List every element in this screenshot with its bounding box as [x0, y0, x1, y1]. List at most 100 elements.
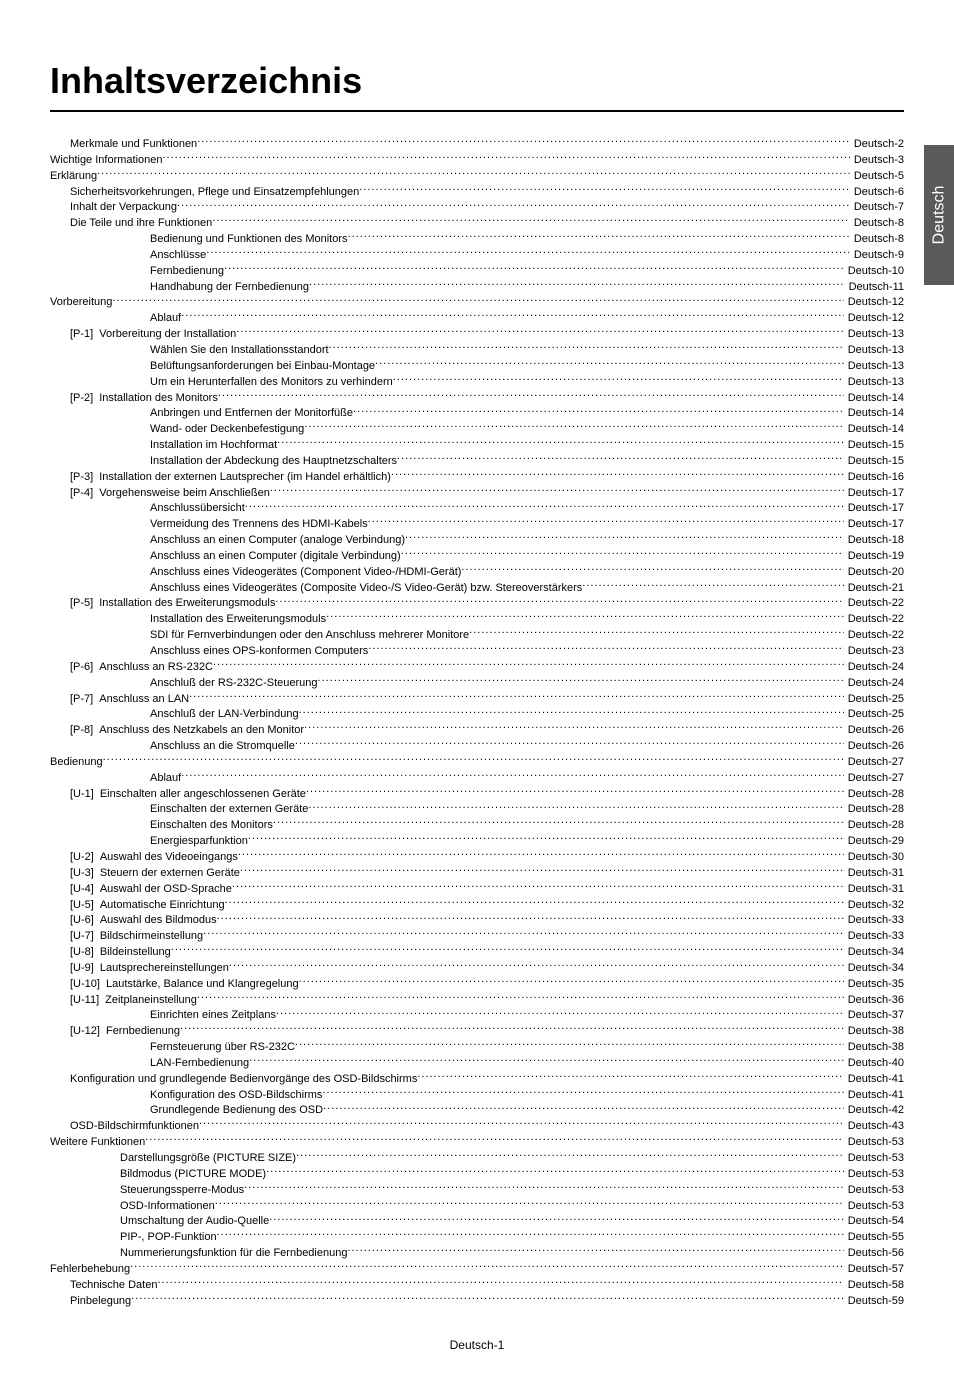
toc-label: Anbringen und Entfernen der Monitorfüße	[150, 406, 353, 421]
toc-leader	[97, 168, 850, 179]
toc-page: Deutsch-24	[844, 660, 904, 675]
toc-tag: [U-11]	[70, 993, 105, 1008]
toc-label: PIP-, POP-Funktion	[120, 1230, 217, 1245]
toc-page: Deutsch-41	[844, 1088, 904, 1103]
toc-entry: SDI für Fernverbindungen oder den Anschl…	[50, 627, 904, 643]
toc-leader	[295, 738, 844, 749]
toc-leader	[245, 500, 844, 511]
toc-label: Anschlüsse	[150, 248, 206, 263]
toc-label: Energiesparfunktion	[150, 834, 248, 849]
toc-tag: [U-4]	[70, 882, 100, 897]
toc-leader	[318, 675, 844, 686]
toc-entry: Anschluß der RS-232C-Steuerung Deutsch-2…	[50, 675, 904, 691]
toc-entry: Wichtige Informationen Deutsch-3	[50, 152, 904, 168]
toc-entry: [U-1]Einschalten aller angeschlossenen G…	[50, 786, 904, 802]
toc-label: Einrichten eines Zeitplans	[150, 1008, 276, 1023]
language-side-tab-label: Deutsch	[930, 186, 948, 245]
toc-leader	[189, 691, 844, 702]
toc-page: Deutsch-41	[844, 1072, 904, 1087]
toc-label: Anschluss an die Stromquelle	[150, 739, 295, 754]
toc-page: Deutsch-58	[844, 1278, 904, 1293]
toc-label: Bildschirmeinstellung	[100, 929, 203, 944]
toc-page: Deutsch-57	[844, 1262, 904, 1277]
toc-tag: [P-6]	[70, 660, 99, 675]
toc-page: Deutsch-53	[844, 1167, 904, 1182]
toc-tag: [U-8]	[70, 945, 100, 960]
toc-leader	[368, 643, 843, 654]
toc-entry: [U-3]Steuern der externen Geräte Deutsch…	[50, 865, 904, 881]
toc-entry: OSD-Informationen Deutsch-53	[50, 1198, 904, 1214]
toc-leader	[218, 390, 844, 401]
toc-leader	[275, 595, 843, 606]
toc-leader	[391, 469, 844, 480]
toc-label: Automatische Einrichtung	[100, 898, 225, 913]
toc-page: Deutsch-31	[844, 882, 904, 897]
toc-entry: Um ein Herunterfallen des Monitors zu ve…	[50, 374, 904, 390]
toc-entry: Anschlüsse Deutsch-9	[50, 247, 904, 263]
toc-leader	[322, 1087, 843, 1098]
toc-leader	[217, 1229, 844, 1240]
toc-entry: Inhalt der Verpackung Deutsch-7	[50, 199, 904, 215]
toc-entry: PIP-, POP-Funktion Deutsch-55	[50, 1229, 904, 1245]
toc-entry: Weitere Funktionen Deutsch-53	[50, 1134, 904, 1150]
toc-leader	[224, 263, 844, 274]
toc-label: LAN-Fernbedienung	[150, 1056, 249, 1071]
toc-page: Deutsch-17	[844, 501, 904, 516]
toc-entry: [U-5]Automatische Einrichtung Deutsch-32	[50, 897, 904, 913]
toc-label: Sicherheitsvorkehrungen, Pflege und Eins…	[70, 185, 359, 200]
toc-entry: Installation im Hochformat Deutsch-15	[50, 437, 904, 453]
toc-entry: [P-3]Installation der externen Lautsprec…	[50, 469, 904, 485]
toc-label: Steuerungssperre-Modus	[120, 1183, 244, 1198]
toc-page: Deutsch-12	[844, 295, 904, 310]
toc-leader	[304, 722, 844, 733]
toc-entry: Fernsteuerung über RS-232C Deutsch-38	[50, 1039, 904, 1055]
toc-label: Bildeinstellung	[100, 945, 171, 960]
toc-entry: Ablauf Deutsch-27	[50, 770, 904, 786]
toc-label: Anschluss an RS-232C	[99, 660, 213, 675]
toc-page: Deutsch-53	[844, 1183, 904, 1198]
table-of-contents: Merkmale und Funktionen Deutsch-2Wichtig…	[50, 136, 904, 1308]
toc-leader	[582, 580, 843, 591]
toc-entry: Anbringen und Entfernen der Monitorfüße …	[50, 405, 904, 421]
toc-entry: Anschluss eines OPS-konformen Computers …	[50, 643, 904, 659]
toc-entry: Fehlerbehebung Deutsch-57	[50, 1261, 904, 1277]
toc-entry: [P-6]Anschluss an RS-232C Deutsch-24	[50, 659, 904, 675]
toc-label: Installation des Erweiterungsmoduls	[150, 612, 326, 627]
toc-label: Lautstärke, Balance und Klangregelung	[106, 977, 299, 992]
toc-page: Deutsch-30	[844, 850, 904, 865]
toc-leader	[469, 627, 844, 638]
toc-label: Anschluß der RS-232C-Steuerung	[150, 676, 318, 691]
toc-leader	[304, 421, 843, 432]
toc-page: Deutsch-55	[844, 1230, 904, 1245]
toc-leader	[181, 310, 844, 321]
toc-label: Einschalten des Monitors	[150, 818, 273, 833]
toc-page: Deutsch-3	[850, 153, 904, 168]
toc-tag: [U-3]	[70, 866, 100, 881]
toc-leader	[405, 532, 844, 543]
toc-page: Deutsch-25	[844, 692, 904, 707]
toc-leader	[397, 453, 844, 464]
toc-page: Deutsch-53	[844, 1135, 904, 1150]
toc-label: Anschluss an LAN	[99, 692, 189, 707]
toc-leader	[145, 1134, 844, 1145]
toc-page: Deutsch-35	[844, 977, 904, 992]
toc-leader	[401, 548, 844, 559]
toc-page: Deutsch-23	[844, 644, 904, 659]
toc-entry: [U-9]Lautsprechereinstellungen Deutsch-3…	[50, 960, 904, 976]
toc-leader	[180, 1023, 844, 1034]
toc-page: Deutsch-28	[844, 802, 904, 817]
toc-page: Deutsch-8	[850, 232, 904, 247]
toc-label: Einschalten aller angeschlossenen Geräte	[100, 787, 306, 802]
toc-label: Fehlerbehebung	[50, 1262, 130, 1277]
toc-entry: Bedienung und Funktionen des Monitors De…	[50, 231, 904, 247]
toc-label: Steuern der externen Geräte	[100, 866, 240, 881]
toc-leader	[269, 1213, 844, 1224]
toc-page: Deutsch-15	[844, 438, 904, 453]
toc-entry: Vorbereitung Deutsch-12	[50, 294, 904, 310]
toc-entry: Anschluss eines Videogerätes (Component …	[50, 564, 904, 580]
toc-page: Deutsch-7	[850, 200, 904, 215]
toc-label: Um ein Herunterfallen des Monitors zu ve…	[150, 375, 393, 390]
toc-page: Deutsch-14	[844, 406, 904, 421]
toc-page: Deutsch-12	[844, 311, 904, 326]
toc-entry: [P-4]Vorgehensweise beim Anschließen Deu…	[50, 485, 904, 501]
